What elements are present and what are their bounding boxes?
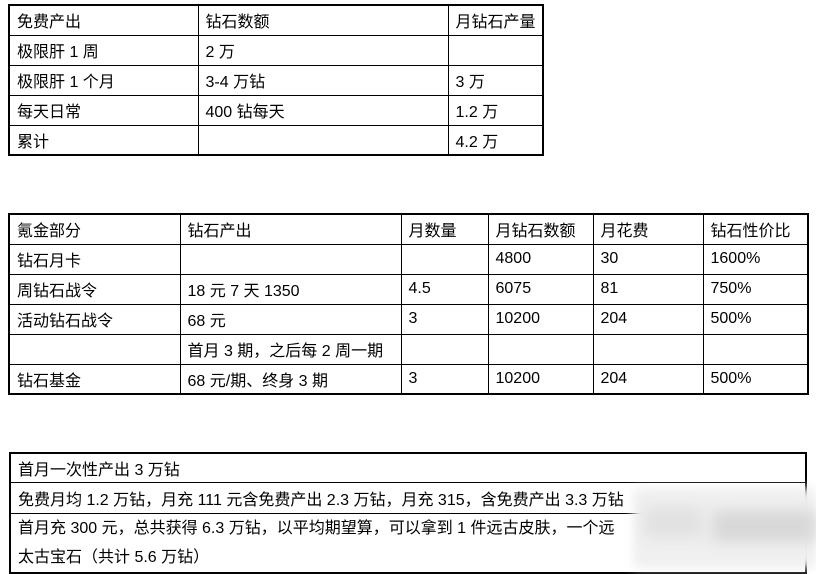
table-cell	[487, 333, 594, 365]
free-production-table: 免费产出 钻石数额 月钻石产量 极限肝 1 周 2 万 极限肝 1 个月 3-4…	[8, 4, 544, 156]
table-cell: 500%	[702, 363, 809, 395]
table-cell: 10200	[487, 363, 594, 395]
table-cell	[447, 34, 544, 66]
summary-line-2: 太古宝石（共计 5.6 万钻）	[18, 548, 210, 566]
table-cell: 18 元 7 天 1350	[179, 273, 402, 305]
summary-table: 首月一次性产出 3 万钻 免费月均 1.2 万钻，月充 111 元含免费产出 2…	[9, 452, 807, 574]
table-cell: 204	[592, 303, 704, 335]
summary-line-1: 首月充 300 元，总共获得 6.3 万钻，以平均期望算，可以拿到 1 件远古皮…	[18, 519, 615, 537]
table-cell: 每天日常	[8, 94, 199, 126]
column-header: 免费产出	[8, 4, 199, 36]
table-cell: 1.2 万	[447, 94, 544, 126]
table-cell: 750%	[702, 273, 809, 305]
table-cell: 500%	[702, 303, 809, 335]
table-cell: 2 万	[197, 34, 449, 66]
table-cell: 4800	[487, 243, 594, 275]
table-cell: 68 元	[179, 303, 402, 335]
table-row: 极限肝 1 个月 3-4 万钻 3 万	[8, 64, 544, 96]
table-row: 极限肝 1 周 2 万	[8, 34, 544, 66]
table-cell: 81	[592, 273, 704, 305]
table-cell	[592, 333, 704, 365]
table-row: 钻石基金 68 元/期、终身 3 期 3 10200 204 500%	[8, 363, 809, 395]
column-header: 氪金部分	[8, 213, 181, 245]
table-cell: 首月一次性产出 3 万钻	[9, 452, 807, 483]
table-cell: 免费月均 1.2 万钻，月充 111 元含免费产出 2.3 万钻，月充 315，…	[9, 481, 807, 514]
column-header: 钻石产出	[179, 213, 402, 245]
table-cell	[400, 243, 489, 275]
table-cell	[179, 243, 402, 275]
table-cell: 30	[592, 243, 704, 275]
column-header: 钻石性价比	[702, 213, 809, 245]
column-header: 月花费	[592, 213, 704, 245]
table-header-row: 氪金部分 钻石产出 月数量 月钻石数额 月花费 钻石性价比	[8, 213, 809, 245]
table-cell: 钻石基金	[8, 363, 181, 395]
table-cell: 68 元/期、终身 3 期	[179, 363, 402, 395]
table-row: 免费月均 1.2 万钻，月充 111 元含免费产出 2.3 万钻，月充 315，…	[9, 481, 807, 514]
table-cell: 极限肝 1 周	[8, 34, 199, 66]
column-header: 钻石数额	[197, 4, 449, 36]
table-cell: 1600%	[702, 243, 809, 275]
column-header: 月钻石产量	[447, 4, 544, 36]
table-row: 钻石月卡 4800 30 1600%	[8, 243, 809, 275]
table-row: 累计 4.2 万	[8, 124, 544, 156]
column-header: 月数量	[400, 213, 489, 245]
table-cell: 首月充 300 元，总共获得 6.3 万钻，以平均期望算，可以拿到 1 件远古皮…	[9, 512, 807, 573]
table-cell: 204	[592, 363, 704, 395]
table-row: 每天日常 400 钻每天 1.2 万	[8, 94, 544, 126]
table-cell: 3-4 万钻	[197, 64, 449, 96]
table-row: 首月充 300 元，总共获得 6.3 万钻，以平均期望算，可以拿到 1 件远古皮…	[9, 512, 807, 573]
paid-production-table: 氪金部分 钻石产出 月数量 月钻石数额 月花费 钻石性价比 钻石月卡 4800 …	[8, 213, 809, 395]
table-cell: 4.5	[400, 273, 489, 305]
table-cell: 累计	[8, 124, 199, 156]
table-cell: 6075	[487, 273, 594, 305]
table-header-row: 免费产出 钻石数额 月钻石产量	[8, 4, 544, 36]
table-cell	[8, 333, 181, 365]
table-cell	[702, 333, 809, 365]
table-cell: 极限肝 1 个月	[8, 64, 199, 96]
table-cell	[197, 124, 449, 156]
table-cell: 首月 3 期，之后每 2 周一期	[179, 333, 402, 365]
table-row: 周钻石战令 18 元 7 天 1350 4.5 6075 81 750%	[8, 273, 809, 305]
table-cell: 4.2 万	[447, 124, 544, 156]
table-cell: 周钻石战令	[8, 273, 181, 305]
table-row: 活动钻石战令 68 元 3 10200 204 500%	[8, 303, 809, 335]
table-cell: 400 钻每天	[197, 94, 449, 126]
table-cell: 3	[400, 363, 489, 395]
table-cell: 10200	[487, 303, 594, 335]
table-cell: 3 万	[447, 64, 544, 96]
table-row: 首月 3 期，之后每 2 周一期	[8, 333, 809, 365]
table-cell: 活动钻石战令	[8, 303, 181, 335]
table-cell	[400, 333, 489, 365]
table-row: 首月一次性产出 3 万钻	[9, 452, 807, 483]
table-cell: 3	[400, 303, 489, 335]
table-cell: 钻石月卡	[8, 243, 181, 275]
column-header: 月钻石数额	[487, 213, 594, 245]
